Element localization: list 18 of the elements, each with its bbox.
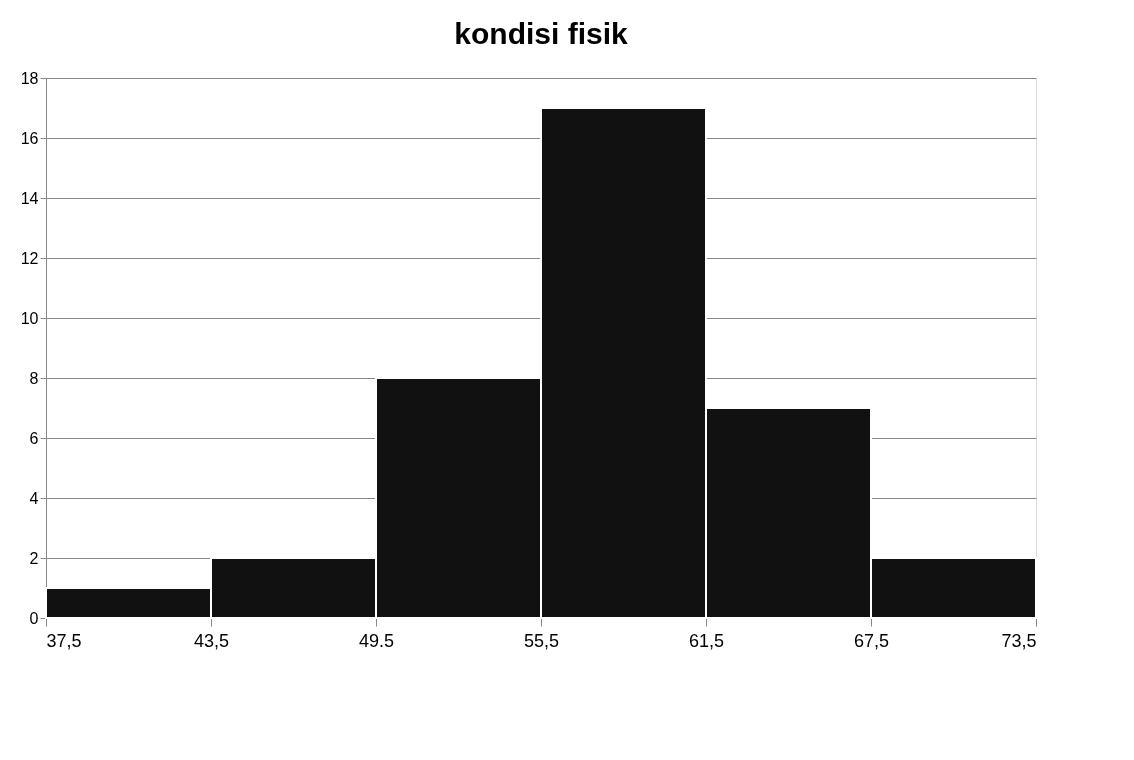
x-tick-label: 37,5 (46, 630, 82, 651)
y-tick-label: 8 (29, 369, 39, 387)
x-tick-label: 61,5 (688, 630, 725, 651)
x-tick-label: 49.5 (358, 630, 395, 651)
y-tick-label: 0 (29, 609, 39, 627)
y-tick-label: 2 (29, 549, 39, 567)
y-tick-label: 16 (20, 129, 39, 147)
x-tick-label: 73,5 (1001, 630, 1037, 651)
y-tick-label: 12 (20, 249, 39, 267)
y-tick-label: 18 (20, 69, 39, 87)
chart-title: kondisi fisik (454, 17, 628, 50)
y-tick-label: 10 (20, 309, 39, 327)
x-tick-label: 55,5 (523, 630, 560, 651)
y-tick-label: 14 (20, 189, 39, 207)
y-tick-label: 6 (29, 429, 39, 447)
x-tick-label: 67,5 (853, 630, 890, 651)
y-tick-label: 4 (29, 489, 39, 507)
x-tick-label: 43,5 (193, 630, 230, 651)
